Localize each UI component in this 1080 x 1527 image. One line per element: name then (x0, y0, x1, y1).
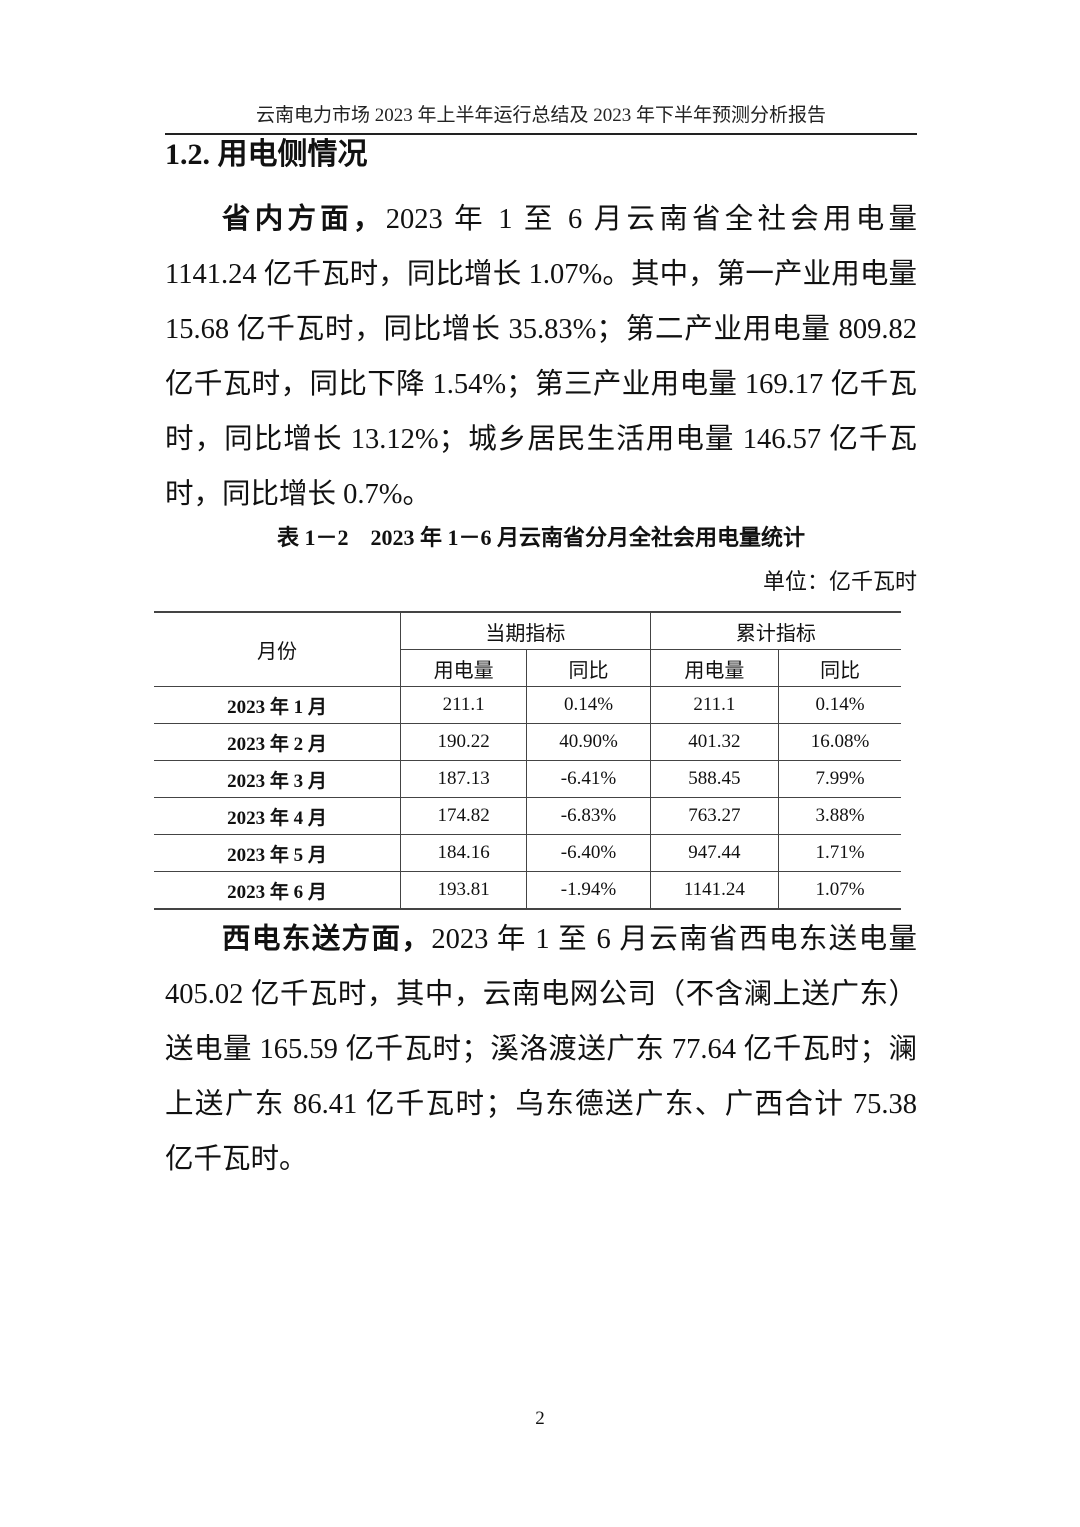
cell-current-yoy: -1.94% (526, 871, 651, 910)
table-unit: 单位：亿千瓦时 (762, 569, 917, 594)
cell-cumulative-yoy: 1.71% (778, 834, 901, 872)
cell-cumulative-yoy: 16.08% (778, 723, 901, 761)
cell-current-consumption: 174.82 (399, 797, 528, 835)
cell-cumulative-yoy: 1.07% (778, 871, 901, 910)
subheader-current-yoy: 同比 (526, 649, 651, 687)
cell-current-yoy: -6.83% (526, 797, 651, 835)
cell-cumulative-consumption: 401.32 (649, 723, 780, 761)
cell-current-yoy: -6.40% (526, 834, 651, 872)
cell-current-consumption: 211.1 (399, 686, 528, 724)
cell-month: 2023 年 5 月 (154, 834, 401, 872)
subheader-current-consumption: 用电量 (400, 649, 528, 687)
table-header-row: 月份 当期指标 累计指标 (154, 611, 901, 687)
cell-current-yoy: 0.14% (526, 686, 651, 724)
table-row: 2023 年 4 月 174.82 -6.83% 763.27 3.88% (154, 797, 901, 835)
header-month: 月份 (154, 611, 401, 687)
table-row: 2023 年 6 月 193.81 -1.94% 1141.24 1.07% (154, 871, 901, 910)
paragraph-lead: 省内方面， (222, 204, 386, 235)
page-number: 2 (535, 1408, 545, 1429)
cell-current-yoy: -6.41% (526, 760, 651, 798)
table-body: 2023 年 1 月 211.1 0.14% 211.1 0.14% 2023 年 2 月… (154, 686, 901, 910)
table-row: 2023 年 2 月 190.22 40.90% 401.32 16.08% (154, 723, 901, 761)
cell-current-consumption: 187.13 (399, 760, 528, 798)
paragraph-lead: 西电东送方面， (222, 924, 432, 955)
header-cumulative: 累计指标 (649, 611, 901, 650)
paragraph-body: 2023 年 1 至 6 月云南省西电东送电量 405.02 亿千瓦时，其中，云… (165, 924, 917, 1175)
table-row: 2023 年 3 月 187.13 -6.41% 588.45 7.99% (154, 760, 901, 798)
header-current: 当期指标 (400, 611, 651, 650)
cell-cumulative-consumption: 588.45 (649, 760, 780, 798)
table-caption: 表 1－2 2023 年 1－6 月云南省分月全社会用电量统计 (276, 525, 805, 550)
cell-cumulative-yoy: 3.88% (778, 797, 901, 835)
paragraph-domestic: 省内方面，2023 年 1 至 6 月云南省全社会用电量 1141.24 亿千瓦… (165, 192, 917, 522)
cell-cumulative-consumption: 1141.24 (649, 871, 780, 910)
table-row: 2023 年 1 月 211.1 0.14% 211.1 0.14% (154, 686, 901, 724)
cell-cumulative-consumption: 947.44 (649, 834, 780, 872)
cell-current-consumption: 184.16 (399, 834, 528, 872)
cell-current-yoy: 40.90% (526, 723, 651, 761)
cell-month: 2023 年 3 月 (154, 760, 401, 798)
paragraph-west-east: 西电东送方面，2023 年 1 至 6 月云南省西电东送电量 405.02 亿千… (165, 912, 917, 1187)
cell-month: 2023 年 2 月 (154, 723, 401, 761)
running-header: 云南电力市场 2023 年上半年运行总结及 2023 年下半年预测分析报告 (255, 105, 826, 126)
header-rule (165, 133, 917, 135)
subheader-cumulative-yoy: 同比 (778, 649, 901, 687)
cell-cumulative-consumption: 763.27 (649, 797, 780, 835)
paragraph-body: 2023 年 1 至 6 月云南省全社会用电量 1141.24 亿千瓦时，同比增… (165, 204, 917, 510)
cell-month: 2023 年 6 月 (154, 871, 401, 910)
cell-month: 2023 年 1 月 (154, 686, 401, 724)
cell-month: 2023 年 4 月 (154, 797, 401, 835)
table-subheader-row: 用电量 同比 用电量 同比 (154, 649, 901, 687)
cell-cumulative-consumption: 211.1 (649, 686, 780, 724)
cell-current-consumption: 193.81 (399, 871, 528, 910)
cell-cumulative-yoy: 7.99% (778, 760, 901, 798)
section-heading: 1.2. 用电侧情况 (165, 138, 368, 171)
cell-current-consumption: 190.22 (399, 723, 528, 761)
subheader-cumulative-consumption: 用电量 (649, 649, 780, 687)
table-row: 2023 年 5 月 184.16 -6.40% 947.44 1.71% (154, 834, 901, 872)
monthly-consumption-table: 月份 当期指标 累计指标 用电量 同比 用电量 同比 2023 年 1 月 211… (154, 611, 901, 910)
cell-cumulative-yoy: 0.14% (778, 686, 901, 724)
